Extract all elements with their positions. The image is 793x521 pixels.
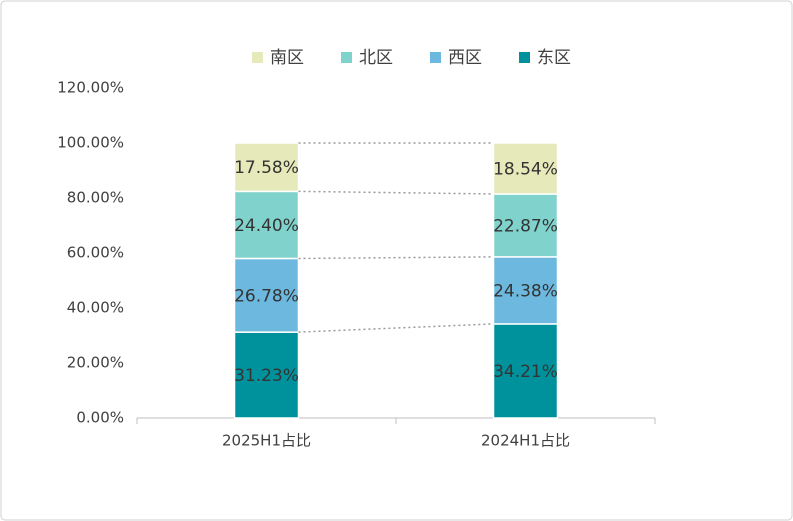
bar-segment bbox=[492, 193, 559, 258]
y-tick-label: 100.00% bbox=[57, 134, 124, 152]
value-label: 26.78% bbox=[234, 286, 299, 306]
legend-swatch bbox=[341, 52, 352, 63]
bar-segment bbox=[233, 142, 300, 193]
legend-label: 东区 bbox=[537, 48, 571, 68]
x-tick-label: 2024H1占比 bbox=[481, 432, 570, 450]
legend-label: 西区 bbox=[448, 48, 482, 68]
legend-label: 南区 bbox=[270, 48, 304, 68]
bar-segment bbox=[492, 142, 559, 195]
y-tick-label: 60.00% bbox=[67, 244, 124, 262]
y-tick-label: 0.00% bbox=[76, 409, 124, 427]
value-label: 34.21% bbox=[493, 362, 558, 382]
x-tick-label: 2025H1占比 bbox=[222, 432, 311, 450]
bar-segment bbox=[233, 257, 300, 333]
bar-segment bbox=[233, 331, 300, 419]
value-label: 22.87% bbox=[493, 216, 558, 236]
legend-swatch bbox=[430, 52, 441, 63]
value-label: 31.23% bbox=[234, 366, 299, 386]
legend-swatch bbox=[252, 52, 263, 63]
legend-label: 北区 bbox=[359, 48, 393, 68]
y-tick-label: 120.00% bbox=[57, 79, 124, 97]
value-label: 24.38% bbox=[493, 281, 558, 301]
value-label: 24.40% bbox=[234, 216, 299, 236]
legend-swatch bbox=[519, 52, 530, 63]
bar-segment bbox=[233, 190, 300, 260]
value-label: 17.58% bbox=[234, 158, 299, 178]
value-label: 18.54% bbox=[493, 159, 558, 179]
y-tick-label: 80.00% bbox=[67, 189, 124, 207]
y-tick-label: 20.00% bbox=[67, 354, 124, 372]
bar-segment bbox=[492, 323, 559, 419]
y-tick-label: 40.00% bbox=[67, 299, 124, 317]
bar-segment bbox=[492, 256, 559, 325]
